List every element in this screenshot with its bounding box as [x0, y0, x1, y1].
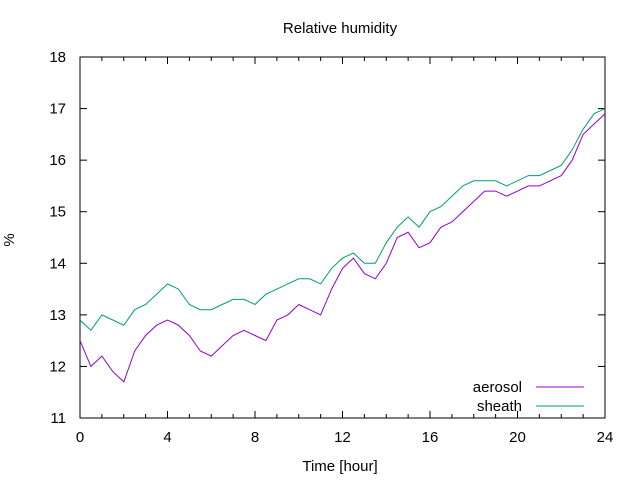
- y-tick-label: 11: [50, 410, 66, 427]
- y-tick-label: 16: [49, 152, 66, 169]
- y-tick-label: 17: [49, 101, 66, 118]
- legend: aerosol sheath: [473, 379, 584, 415]
- x-tick-label: 24: [597, 429, 614, 446]
- x-tick-label: 12: [334, 429, 351, 446]
- y-tick-label: 14: [49, 255, 66, 272]
- chart-title: Relative humidity: [283, 20, 398, 37]
- x-tick-label: 4: [163, 429, 171, 446]
- x-tick-label: 0: [76, 429, 84, 446]
- legend-label-sheath: sheath: [477, 398, 522, 415]
- x-tick-label: 16: [422, 429, 439, 446]
- x-tick-label: 8: [251, 429, 259, 446]
- series-line-aerosol: [79, 113, 606, 383]
- x-axis-label: Time [hour]: [302, 458, 377, 475]
- series-lines: [79, 108, 606, 383]
- y-tick-label: 12: [49, 358, 66, 375]
- series-line-sheath: [79, 108, 606, 332]
- legend-label-aerosol: aerosol: [473, 379, 522, 396]
- y-tick-label: 18: [49, 49, 66, 66]
- plot-frame: [79, 56, 606, 419]
- x-tick-label: 20: [509, 429, 526, 446]
- axis-ticks: 0 4 8 12 16 20 24 11 12 13 14 15 16 17 18: [49, 49, 613, 446]
- y-tick-label: 13: [49, 307, 66, 324]
- y-axis-label: %: [1, 233, 18, 246]
- y-tick-label: 15: [49, 204, 66, 221]
